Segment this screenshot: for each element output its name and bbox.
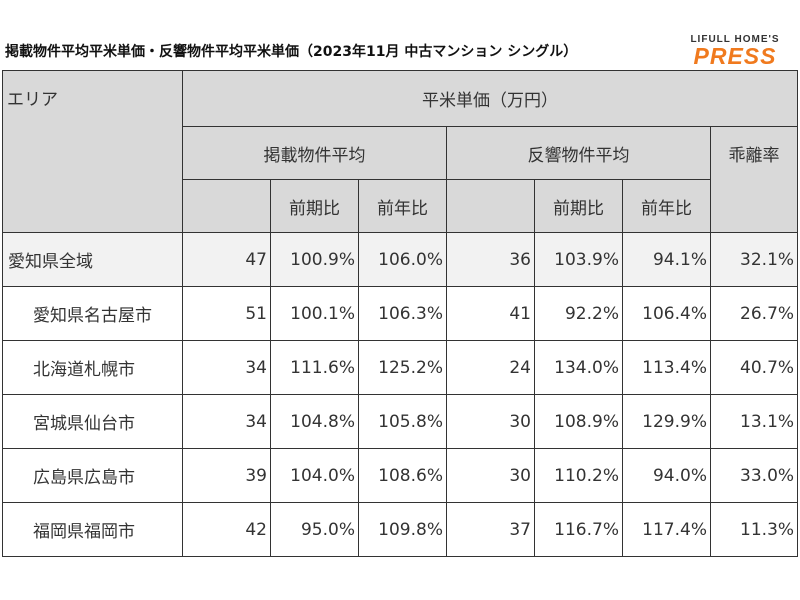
response-prev-period-cell: 92.2% [534, 286, 623, 341]
response-prev-year-cell: 106.4% [622, 286, 711, 341]
header-divergence-blank [709, 179, 799, 233]
response-prev-year-cell: 117.4% [622, 502, 711, 557]
listed-prev-year-cell: 105.8% [358, 394, 447, 449]
area-cell: 北海道札幌市 [2, 340, 183, 395]
response-cell: 36 [446, 232, 535, 287]
response-prev-period-cell: 134.0% [534, 340, 623, 395]
response-prev-year-cell: 94.0% [622, 448, 711, 503]
listed-prev-year-cell: 108.6% [358, 448, 447, 503]
page-title: 掲載物件平均平米単価・反響物件平均平米単価（2023年11月 中古マンション シ… [5, 44, 578, 60]
response-cell: 37 [446, 502, 535, 557]
response-cell: 30 [446, 394, 535, 449]
area-cell: 福岡県福岡市 [2, 502, 183, 557]
listed-prev-year-cell: 106.0% [358, 232, 447, 287]
header-listed-prev-period: 前期比 [270, 179, 359, 233]
listed-prev-year-cell: 106.3% [358, 286, 447, 341]
divergence-cell: 11.3% [709, 502, 799, 557]
table-row: 愛知県全域 47 100.9% 106.0% 36 103.9% 94.1% 3… [2, 232, 799, 287]
response-prev-year-cell: 94.1% [622, 232, 711, 287]
response-prev-period-cell: 116.7% [534, 502, 623, 557]
response-cell: 24 [446, 340, 535, 395]
listed-prev-period-cell: 111.6% [270, 340, 359, 395]
listed-cell: 42 [182, 502, 271, 557]
response-prev-period-cell: 103.9% [534, 232, 623, 287]
header-response-avg: 反響物件平均 [446, 126, 711, 180]
listed-prev-year-cell: 125.2% [358, 340, 447, 395]
header-listed-prev-year: 前年比 [358, 179, 447, 233]
listed-cell: 47 [182, 232, 271, 287]
response-prev-period-cell: 108.9% [534, 394, 623, 449]
response-cell: 30 [446, 448, 535, 503]
logo-top-text: LIFULL HOME'S [690, 34, 780, 45]
table-row: 北海道札幌市 34 111.6% 125.2% 24 134.0% 113.4%… [2, 340, 799, 395]
header-listed-avg: 掲載物件平均 [182, 126, 447, 180]
listed-prev-period-cell: 100.9% [270, 232, 359, 287]
header-listed-value [182, 179, 271, 233]
listed-cell: 34 [182, 394, 271, 449]
divergence-cell: 26.7% [709, 286, 799, 341]
divergence-cell: 33.0% [709, 448, 799, 503]
listed-cell: 34 [182, 340, 271, 395]
header-response-value [446, 179, 535, 233]
listed-prev-period-cell: 104.0% [270, 448, 359, 503]
header-response-prev-period: 前期比 [534, 179, 623, 233]
listed-prev-period-cell: 104.8% [270, 394, 359, 449]
brand-logo: LIFULL HOME'S PRESS [676, 34, 794, 69]
response-prev-period-cell: 110.2% [534, 448, 623, 503]
header-area: エリア [2, 70, 183, 233]
area-cell: 愛知県全域 [2, 232, 183, 287]
response-cell: 41 [446, 286, 535, 341]
table-row: 宮城県仙台市 34 104.8% 105.8% 30 108.9% 129.9%… [2, 394, 799, 449]
listed-prev-year-cell: 109.8% [358, 502, 447, 557]
listed-prev-period-cell: 100.1% [270, 286, 359, 341]
table-row: 愛知県名古屋市 51 100.1% 106.3% 41 92.2% 106.4%… [2, 286, 799, 341]
divergence-cell: 13.1% [709, 394, 799, 449]
header-response-prev-year: 前年比 [622, 179, 711, 233]
price-table: エリア 平米単価（万円） 掲載物件平均 反響物件平均 乖離率 前期比 前年比 前… [2, 70, 799, 557]
divergence-cell: 32.1% [709, 232, 799, 287]
listed-cell: 39 [182, 448, 271, 503]
listed-prev-period-cell: 95.0% [270, 502, 359, 557]
area-cell: 広島県広島市 [2, 448, 183, 503]
divergence-cell: 40.7% [709, 340, 799, 395]
listed-cell: 51 [182, 286, 271, 341]
response-prev-year-cell: 113.4% [622, 340, 711, 395]
response-prev-year-cell: 129.9% [622, 394, 711, 449]
logo-main-text: PRESS [693, 43, 777, 69]
header-unit-price: 平米単価（万円） [181, 70, 799, 127]
table-row: 福岡県福岡市 42 95.0% 109.8% 37 116.7% 117.4% … [2, 502, 799, 557]
area-cell: 宮城県仙台市 [2, 394, 183, 449]
header-divergence: 乖離率 [709, 126, 799, 180]
table-row: 広島県広島市 39 104.0% 108.6% 30 110.2% 94.0% … [2, 448, 799, 503]
area-cell: 愛知県名古屋市 [2, 286, 183, 341]
